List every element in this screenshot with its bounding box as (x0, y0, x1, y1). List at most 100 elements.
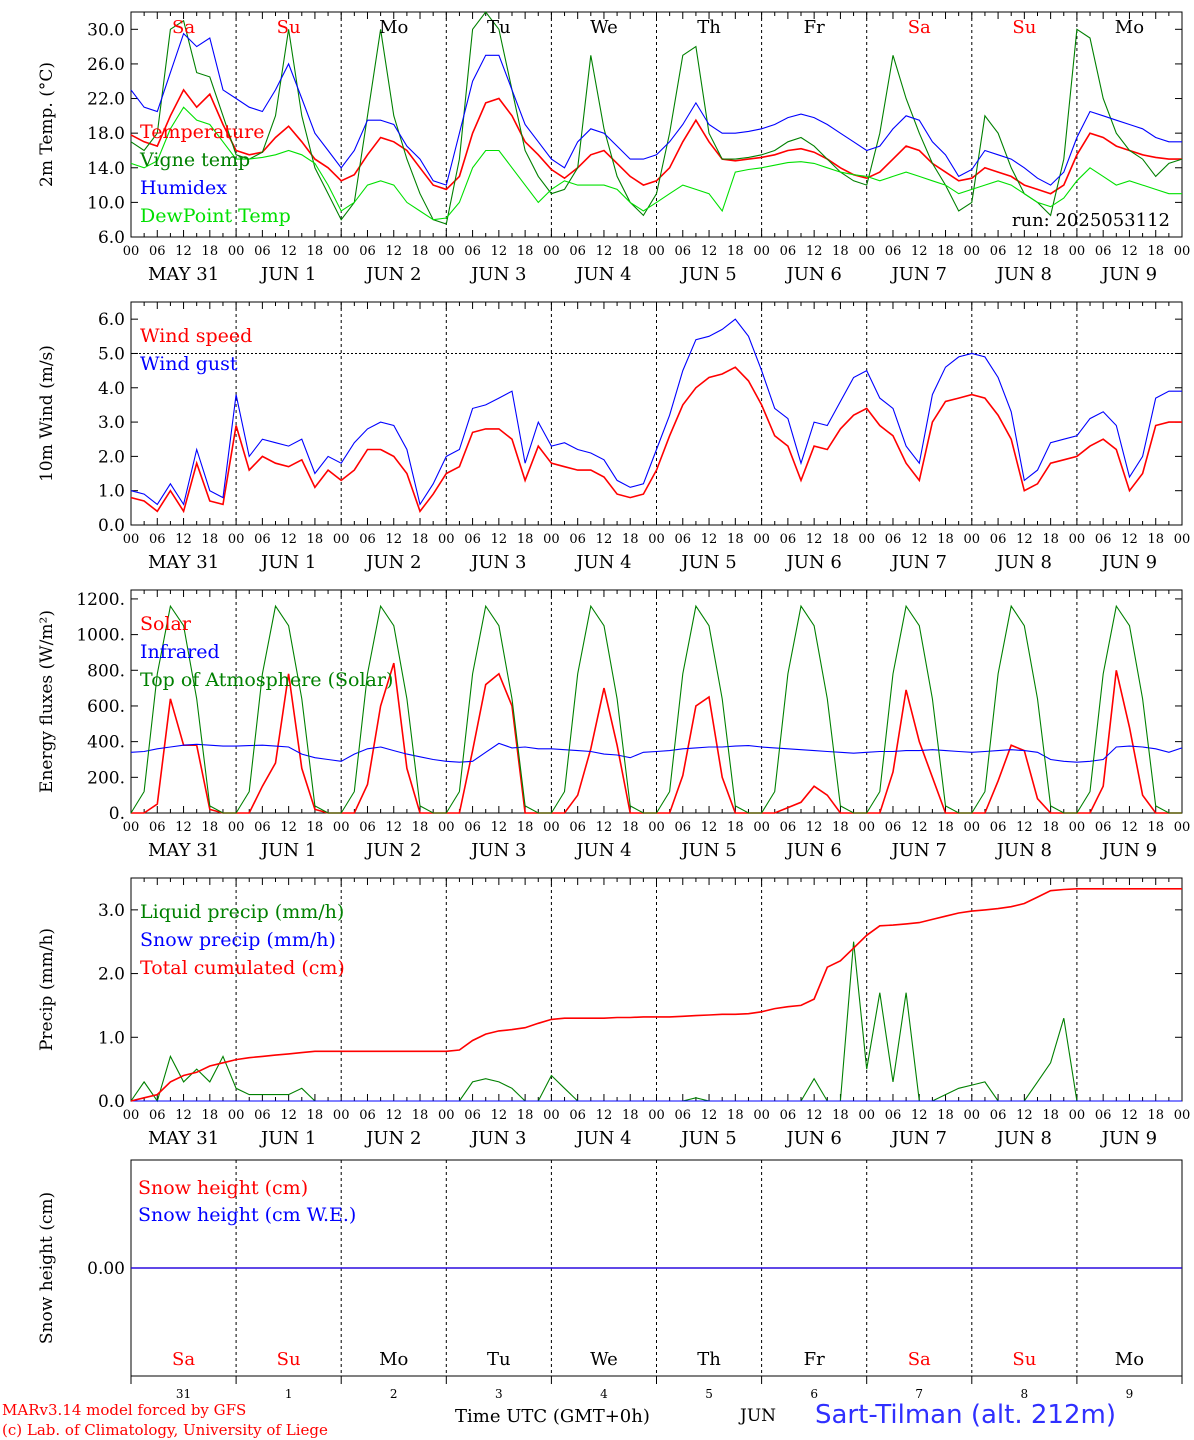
hour-tick-label: 12 (1016, 1108, 1033, 1123)
y-tick-label: 5.0 (98, 344, 125, 364)
hour-tick-label: 12 (491, 1108, 508, 1123)
hour-tick-label: 06 (885, 1108, 902, 1123)
y-tick-label: 30.0 (87, 20, 125, 40)
weekday-label: Su (1012, 1349, 1036, 1370)
hour-tick-label: 18 (1147, 244, 1164, 259)
hour-tick-label: 06 (254, 244, 271, 259)
hour-tick-label: 12 (280, 532, 297, 547)
hour-tick-label: 00 (964, 1108, 981, 1123)
y-tick-label: 1.0 (98, 482, 125, 502)
hour-tick-label: 12 (280, 820, 297, 835)
hour-tick-label: 18 (1147, 532, 1164, 547)
date-label: JUN 2 (364, 264, 421, 285)
date-label: JUN 6 (784, 840, 841, 861)
hour-tick-label: 18 (307, 532, 324, 547)
hour-tick-label: 12 (385, 532, 402, 547)
date-label: JUN 7 (890, 840, 947, 861)
weekday-label: Sa (908, 17, 931, 38)
hour-tick-label: 12 (1016, 532, 1033, 547)
hour-tick-label: 18 (412, 244, 429, 259)
hour-tick-label: 12 (280, 1108, 297, 1123)
hour-tick-label: 12 (1121, 532, 1138, 547)
legend-entry: DewPoint Temp (140, 205, 291, 227)
y-tick-label: 4.0 (98, 379, 125, 399)
hour-tick-label: 18 (1147, 820, 1164, 835)
hour-tick-label: 06 (569, 1108, 586, 1123)
hour-tick-label: 12 (596, 244, 613, 259)
day-number-label: 8 (1021, 1387, 1029, 1401)
hour-tick-label: 12 (175, 532, 192, 547)
date-label: JUN 3 (469, 840, 526, 861)
hour-tick-label: 00 (858, 532, 875, 547)
hour-tick-label: 00 (1174, 820, 1191, 835)
hour-tick-label: 06 (254, 820, 271, 835)
hour-tick-label: 06 (675, 532, 692, 547)
weekday-label: Tu (487, 1349, 511, 1370)
weekday-label: Fr (804, 1349, 825, 1370)
date-label: JUN 9 (1100, 840, 1157, 861)
series-total-cumulated-cm- (130, 887, 1182, 1102)
hour-tick-label: 00 (333, 532, 350, 547)
hour-tick-label: 18 (307, 1108, 324, 1123)
hour-tick-label: 00 (543, 820, 560, 835)
hour-tick-label: 06 (1095, 532, 1112, 547)
hour-tick-label: 18 (202, 244, 219, 259)
date-label: JUN 8 (995, 1128, 1052, 1149)
legend-entry: Solar (140, 613, 192, 635)
hour-tick-label: 00 (964, 244, 981, 259)
hour-tick-label: 06 (990, 532, 1007, 547)
date-label: JUN 3 (469, 264, 526, 285)
date-label: JUN 7 (890, 264, 947, 285)
day-number-label: 3 (495, 1387, 503, 1401)
y-axis-label: Snow height (cm) (37, 1192, 57, 1344)
hour-tick-label: 12 (806, 244, 823, 259)
series-dewpoint-temp (130, 106, 1182, 221)
plot-frame (130, 11, 1183, 238)
panel-3: 0. 200. 400. 600. 800. 1000. 1200. Energy fluxe… (37, 589, 1191, 861)
date-label: JUN 6 (784, 264, 841, 285)
hour-tick-label: 06 (149, 532, 166, 547)
hour-tick-label: 06 (569, 244, 586, 259)
date-label: MAY 31 (148, 264, 219, 285)
weekday-label: Sa (172, 17, 195, 38)
date-label: JUN 6 (784, 552, 841, 573)
day-number-label: 4 (600, 1387, 608, 1401)
hour-tick-label: 00 (1069, 244, 1086, 259)
y-tick-label: 1200. (76, 590, 125, 610)
plot-frame (130, 589, 1183, 814)
day-number-label: 31 (176, 1387, 191, 1401)
hour-tick-label: 18 (412, 532, 429, 547)
hour-tick-label: 00 (333, 1108, 350, 1123)
run-label: run: 2025053112 (1012, 210, 1170, 231)
date-label: JUN 7 (890, 552, 947, 573)
y-tick-label: 0. (109, 804, 125, 824)
y-axis-label: 10m Wind (m/s) (37, 345, 57, 482)
weekday-label: Mo (1115, 17, 1144, 38)
hour-tick-label: 06 (1095, 244, 1112, 259)
hour-tick-label: 12 (701, 244, 718, 259)
panel-4: 0.0 1.0 2.0 3.0 Precip (mm/h) 00 06 12 18 00 06 12 1… (37, 877, 1190, 1149)
y-tick-label: 18.0 (87, 124, 125, 144)
hour-tick-label: 00 (438, 244, 455, 259)
legend-entry: Infrared (140, 641, 220, 663)
month-label: JUN (740, 1406, 777, 1426)
hour-tick-label: 06 (359, 244, 376, 259)
hour-tick-label: 12 (911, 1108, 928, 1123)
weekday-label: Su (1012, 17, 1036, 38)
hour-tick-label: 00 (123, 820, 140, 835)
hour-tick-label: 06 (780, 1108, 797, 1123)
hour-tick-label: 06 (885, 244, 902, 259)
hour-tick-label: 12 (385, 1108, 402, 1123)
date-label: JUN 1 (259, 552, 316, 573)
hour-tick-label: 06 (675, 1108, 692, 1123)
y-tick-label: 800. (87, 661, 125, 681)
hour-tick-label: 12 (806, 1108, 823, 1123)
hour-tick-label: 12 (1016, 244, 1033, 259)
hour-tick-label: 18 (517, 820, 534, 835)
weekday-label: Mo (1115, 1349, 1144, 1370)
y-tick-label: 0.0 (98, 516, 125, 536)
date-label: JUN 5 (679, 264, 736, 285)
hour-tick-label: 18 (1042, 532, 1059, 547)
weekday-label: Th (697, 1349, 721, 1370)
date-label: JUN 7 (890, 1128, 947, 1149)
